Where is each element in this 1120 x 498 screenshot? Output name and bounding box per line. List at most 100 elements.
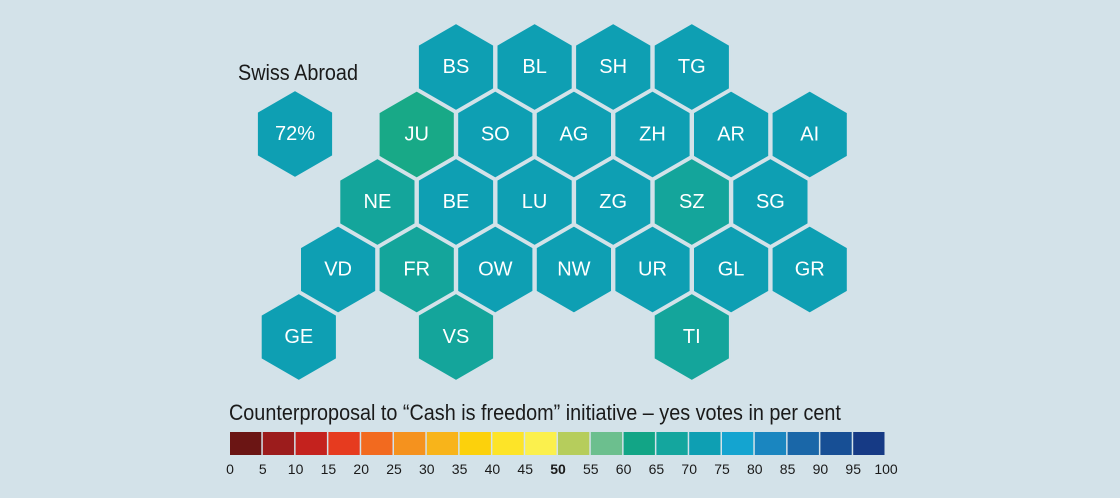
legend-tick-label: 40 xyxy=(485,461,501,477)
canton-hex xyxy=(574,21,653,113)
canton-hex xyxy=(613,89,692,180)
canton-sz: SZ xyxy=(652,156,731,248)
canton-label: ZH xyxy=(639,124,666,146)
legend-tick-label: 95 xyxy=(845,461,861,477)
canton-hex xyxy=(377,89,456,180)
canton-label: TG xyxy=(678,56,706,78)
canton-label: GL xyxy=(718,259,745,281)
legend-tick-label: 100 xyxy=(874,461,898,477)
legend-swatch xyxy=(558,432,590,455)
legend-swatch xyxy=(394,432,426,455)
canton-hex xyxy=(770,89,849,180)
canton-hex xyxy=(692,89,771,180)
canton-label: VD xyxy=(324,259,352,281)
legend-swatch xyxy=(295,432,327,455)
canton-label: LU xyxy=(522,191,548,213)
legend-tick-label: 60 xyxy=(616,461,632,477)
canton-hex xyxy=(613,224,692,315)
canton-label: VS xyxy=(443,326,470,348)
legend-scale: 0 5 10 15 20 25 30 35 40 45 50 55 60 65 70 75 80 85 90 95 10… xyxy=(226,432,898,477)
canton-hex xyxy=(534,224,613,315)
swiss-abroad-hex: 72% xyxy=(255,88,335,180)
legend-swatch xyxy=(853,432,885,455)
canton-sg: SG xyxy=(731,156,810,248)
legend-tick-label: 0 xyxy=(226,461,234,477)
canton-ge: GE xyxy=(259,291,338,383)
legend-tick-label: 15 xyxy=(321,461,337,477)
canton-label: JU xyxy=(404,124,428,146)
canton-ai: AI xyxy=(770,89,849,180)
canton-bs: BS xyxy=(416,21,496,113)
canton-hex xyxy=(416,156,496,248)
canton-label: BS xyxy=(443,56,470,78)
canton-ar: AR xyxy=(692,89,771,180)
canton-hex xyxy=(456,89,535,180)
canton-hex xyxy=(495,156,574,248)
canton-label: SH xyxy=(599,56,627,78)
canton-label: SO xyxy=(481,124,510,146)
canton-label: UR xyxy=(638,259,667,281)
legend-swatch xyxy=(689,432,721,455)
canton-hex xyxy=(299,224,378,315)
legend-tick-label: 35 xyxy=(452,461,468,477)
canton-label: BE xyxy=(443,191,470,213)
canton-label: NW xyxy=(557,259,590,281)
legend-tick-label: 5 xyxy=(259,461,267,477)
legend-tick-label: 90 xyxy=(813,461,829,477)
canton-tg: TG xyxy=(652,21,731,113)
legend-tick-label: 70 xyxy=(681,461,697,477)
canton-gr: GR xyxy=(770,224,849,315)
canton-hex xyxy=(456,224,535,315)
canton-label: NE xyxy=(364,191,392,213)
canton-gl: GL xyxy=(692,224,771,315)
legend-swatch xyxy=(590,432,623,455)
canton-ow: OW xyxy=(456,224,535,315)
canton-ne: NE xyxy=(338,156,417,248)
canton-hex xyxy=(692,224,771,315)
legend-swatch xyxy=(820,432,852,455)
legend-swatch xyxy=(230,432,262,455)
canton-hex xyxy=(416,291,496,383)
legend-title: Counterproposal to “Cash is freedom” ini… xyxy=(229,400,841,425)
canton-hex xyxy=(338,156,417,248)
canton-ag: AG xyxy=(534,89,613,180)
swiss-abroad-value: 72% xyxy=(275,123,315,145)
legend-tick-label: 30 xyxy=(419,461,435,477)
canton-label: ZG xyxy=(599,191,627,213)
canton-sh: SH xyxy=(574,21,653,113)
canton-hex xyxy=(377,224,456,315)
canton-label: OW xyxy=(478,259,513,281)
legend-swatch xyxy=(426,432,459,455)
canton-label: SG xyxy=(756,191,785,213)
legend-swatch xyxy=(656,432,688,455)
canton-label: SZ xyxy=(679,191,705,213)
legend-swatch xyxy=(722,432,754,455)
canton-hex xyxy=(731,156,810,248)
canton-label: AI xyxy=(800,124,819,146)
legend-tick-label: 65 xyxy=(649,461,665,477)
canton-so: SO xyxy=(456,89,535,180)
legend-tick-label: 25 xyxy=(386,461,402,477)
legend-swatch xyxy=(525,432,557,455)
legend-tick-label: 45 xyxy=(517,461,533,477)
canton-bl: BL xyxy=(495,21,574,113)
legend-swatch xyxy=(623,432,655,455)
canton-hex xyxy=(416,21,496,113)
legend-swatch xyxy=(787,432,819,455)
canton-ur: UR xyxy=(613,224,692,315)
canton-be: BE xyxy=(416,156,496,248)
canton-hex xyxy=(534,89,613,180)
canton-hex xyxy=(652,21,731,113)
canton-hex xyxy=(259,291,338,383)
canton-hex xyxy=(770,224,849,315)
legend-swatch xyxy=(459,432,491,455)
canton-label: AR xyxy=(717,124,745,146)
canton-zh: ZH xyxy=(613,89,692,180)
legend-swatch xyxy=(328,432,360,455)
swiss-abroad-title: Swiss Abroad xyxy=(238,60,358,85)
legend-swatch xyxy=(754,432,787,455)
canton-hex xyxy=(652,156,731,248)
legend-tick-label: 10 xyxy=(288,461,304,477)
canton-ti: TI xyxy=(652,291,731,383)
